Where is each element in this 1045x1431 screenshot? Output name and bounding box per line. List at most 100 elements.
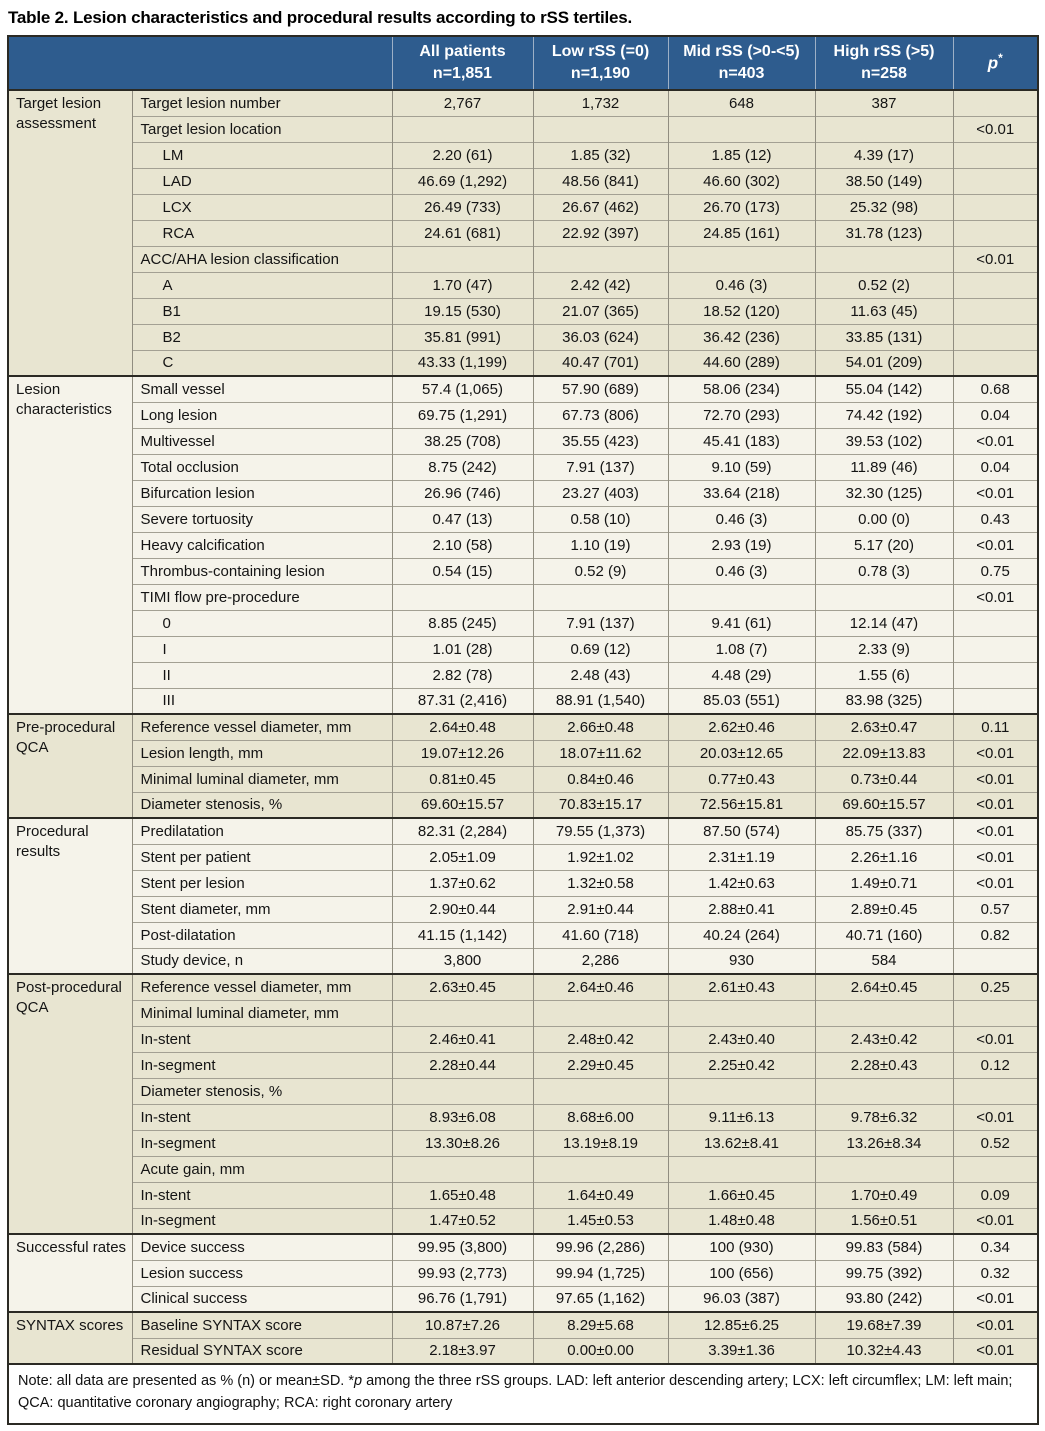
row-label: Reference vessel diameter, mm <box>131 973 392 1000</box>
header-col-title: Mid rSS (>0-<5) <box>683 43 800 61</box>
p-value-cell <box>952 635 1038 662</box>
table-row: LAD 46.69 (1,292) 48.56 (841) 46.60 (302) 38… <box>8 167 1038 194</box>
row-label: Diameter stenosis, % <box>131 1077 392 1104</box>
value-cell: 2.63±0.47 <box>814 713 953 740</box>
row-label: Thrombus-containing lesion <box>131 557 392 584</box>
value-cell: 1.64±0.49 <box>532 1181 668 1208</box>
value-cell: 21.07 (365) <box>532 297 668 324</box>
value-cell: 0.81±0.45 <box>391 765 533 792</box>
value-cell: 2.88±0.41 <box>667 895 815 922</box>
row-label: Device success <box>131 1233 392 1260</box>
table-row: I 1.01 (28) 0.69 (12) 1.08 (7) 2.33 (9) <box>8 635 1038 662</box>
row-label: Post-dilatation <box>131 921 392 948</box>
table-row: Long lesion 69.75 (1,291) 67.73 (806) 72.70… <box>8 401 1038 428</box>
value-cell: 1.42±0.63 <box>667 869 815 896</box>
value-cell: 74.42 (192) <box>814 401 953 428</box>
row-label: Reference vessel diameter, mm <box>131 713 392 740</box>
value-cell: 8.93±6.08 <box>391 1103 533 1130</box>
value-cell: 13.19±8.19 <box>532 1129 668 1156</box>
value-cell <box>814 999 953 1026</box>
value-cell: 2.93 (19) <box>667 531 815 558</box>
value-cell: 4.48 (29) <box>667 661 815 688</box>
p-value-cell <box>952 89 1038 116</box>
table-row: LCX 26.49 (733) 26.67 (462) 26.70 (173) 25.3… <box>8 193 1038 220</box>
table-note: Note: all data are presented as % (n) or… <box>8 1363 1038 1424</box>
value-cell: 9.11±6.13 <box>667 1103 815 1130</box>
row-label: In-segment <box>131 1207 392 1234</box>
value-cell: 1.85 (32) <box>532 141 668 168</box>
p-value-cell: <0.01 <box>952 479 1038 506</box>
value-cell <box>667 245 815 272</box>
value-cell: 8.75 (242) <box>391 453 533 480</box>
value-cell: 10.32±4.43 <box>814 1337 953 1364</box>
table-row: Minimal luminal diameter, mm <box>8 999 1038 1026</box>
table-row: In-stent 2.46±0.41 2.48±0.42 2.43±0.40 2.43±… <box>8 1025 1038 1052</box>
table-row: Post-procedural QCA Reference vessel diam… <box>8 973 1038 1234</box>
value-cell: 58.06 (234) <box>667 375 815 402</box>
row-label: ACC/AHA lesion classification <box>131 245 392 272</box>
row-group-label: Successful rates <box>8 1233 132 1312</box>
value-cell: 1.32±0.58 <box>532 869 668 896</box>
row-label: Heavy calcification <box>131 531 392 558</box>
row-label: Target lesion location <box>131 115 392 142</box>
value-cell: 2.18±3.97 <box>391 1337 533 1364</box>
p-value-cell <box>952 1155 1038 1182</box>
header-col-mid-rss: Mid rSS (>0-<5) n=403 <box>667 36 815 90</box>
table-row: Bifurcation lesion 26.96 (746) 23.27 (403)… <box>8 479 1038 506</box>
table-row: Multivessel 38.25 (708) 35.55 (423) 45.41 (… <box>8 427 1038 454</box>
row-label: In-stent <box>131 1181 392 1208</box>
value-cell <box>532 1155 668 1182</box>
p-asterisk: * <box>998 51 1003 66</box>
value-cell: 0.52 (9) <box>532 557 668 584</box>
value-cell: 19.07±12.26 <box>391 739 533 766</box>
value-cell: 33.85 (131) <box>814 323 953 350</box>
value-cell: 25.32 (98) <box>814 193 953 220</box>
value-cell: 13.26±8.34 <box>814 1129 953 1156</box>
value-cell: 2.48 (43) <box>532 661 668 688</box>
table-body: Target lesion assessment Target lesion nu… <box>8 89 1038 1364</box>
p-value-cell: 0.04 <box>952 401 1038 428</box>
row-label: LM <box>131 141 392 168</box>
table-row: In-segment 2.28±0.44 2.29±0.45 2.25±0.42 2.2… <box>8 1051 1038 1078</box>
p-value-cell <box>952 219 1038 246</box>
row-label: Minimal luminal diameter, mm <box>131 999 392 1026</box>
value-cell: 20.03±12.65 <box>667 739 815 766</box>
value-cell: 72.70 (293) <box>667 401 815 428</box>
value-cell: 0.58 (10) <box>532 505 668 532</box>
table-row: In-segment 13.30±8.26 13.19±8.19 13.62±8.41… <box>8 1129 1038 1156</box>
value-cell: 2,767 <box>391 89 533 116</box>
value-cell: 35.55 (423) <box>532 427 668 454</box>
row-label: Target lesion number <box>131 89 392 116</box>
p-value-cell: 0.57 <box>952 895 1038 922</box>
header-col-p-value: p* <box>952 36 1038 90</box>
row-label: Long lesion <box>131 401 392 428</box>
header-col-title: All patients <box>419 43 506 61</box>
header-col-low-rss: Low rSS (=0) n=1,190 <box>532 36 668 90</box>
value-cell: 46.69 (1,292) <box>391 167 533 194</box>
header-col-n: n=258 <box>861 65 907 82</box>
p-value-cell: <0.01 <box>952 1103 1038 1130</box>
row-group-label: Post-procedural QCA <box>8 973 132 1234</box>
p-value-cell: <0.01 <box>952 1285 1038 1312</box>
p-value-cell <box>952 947 1038 974</box>
table-row: B2 35.81 (991) 36.03 (624) 36.42 (236) 33.85… <box>8 323 1038 350</box>
value-cell: 12.85±6.25 <box>667 1311 815 1338</box>
value-cell: 1.10 (19) <box>532 531 668 558</box>
note-italic-p: p <box>354 1373 363 1389</box>
table-row: RCA 24.61 (681) 22.92 (397) 24.85 (161) 31.7… <box>8 219 1038 246</box>
value-cell: 3.39±1.36 <box>667 1337 815 1364</box>
table-row: Residual SYNTAX score 2.18±3.97 0.00±0.00 3… <box>8 1337 1038 1364</box>
p-value-cell: <0.01 <box>952 1207 1038 1234</box>
table-row: Severe tortuosity 0.47 (13) 0.58 (10) 0.46 … <box>8 505 1038 532</box>
table-row: SYNTAX scores Baseline SYNTAX score 10.87±… <box>8 1311 1038 1364</box>
value-cell: 99.83 (584) <box>814 1233 953 1260</box>
row-label: C <box>131 349 392 376</box>
value-cell: 24.85 (161) <box>667 219 815 246</box>
value-cell: 31.78 (123) <box>814 219 953 246</box>
p-value-cell: <0.01 <box>952 583 1038 610</box>
value-cell: 5.17 (20) <box>814 531 953 558</box>
value-cell: 100 (930) <box>667 1233 815 1260</box>
header-col-all-patients: All patients n=1,851 <box>391 36 533 90</box>
value-cell: 24.61 (681) <box>391 219 533 246</box>
row-label: Acute gain, mm <box>131 1155 392 1182</box>
